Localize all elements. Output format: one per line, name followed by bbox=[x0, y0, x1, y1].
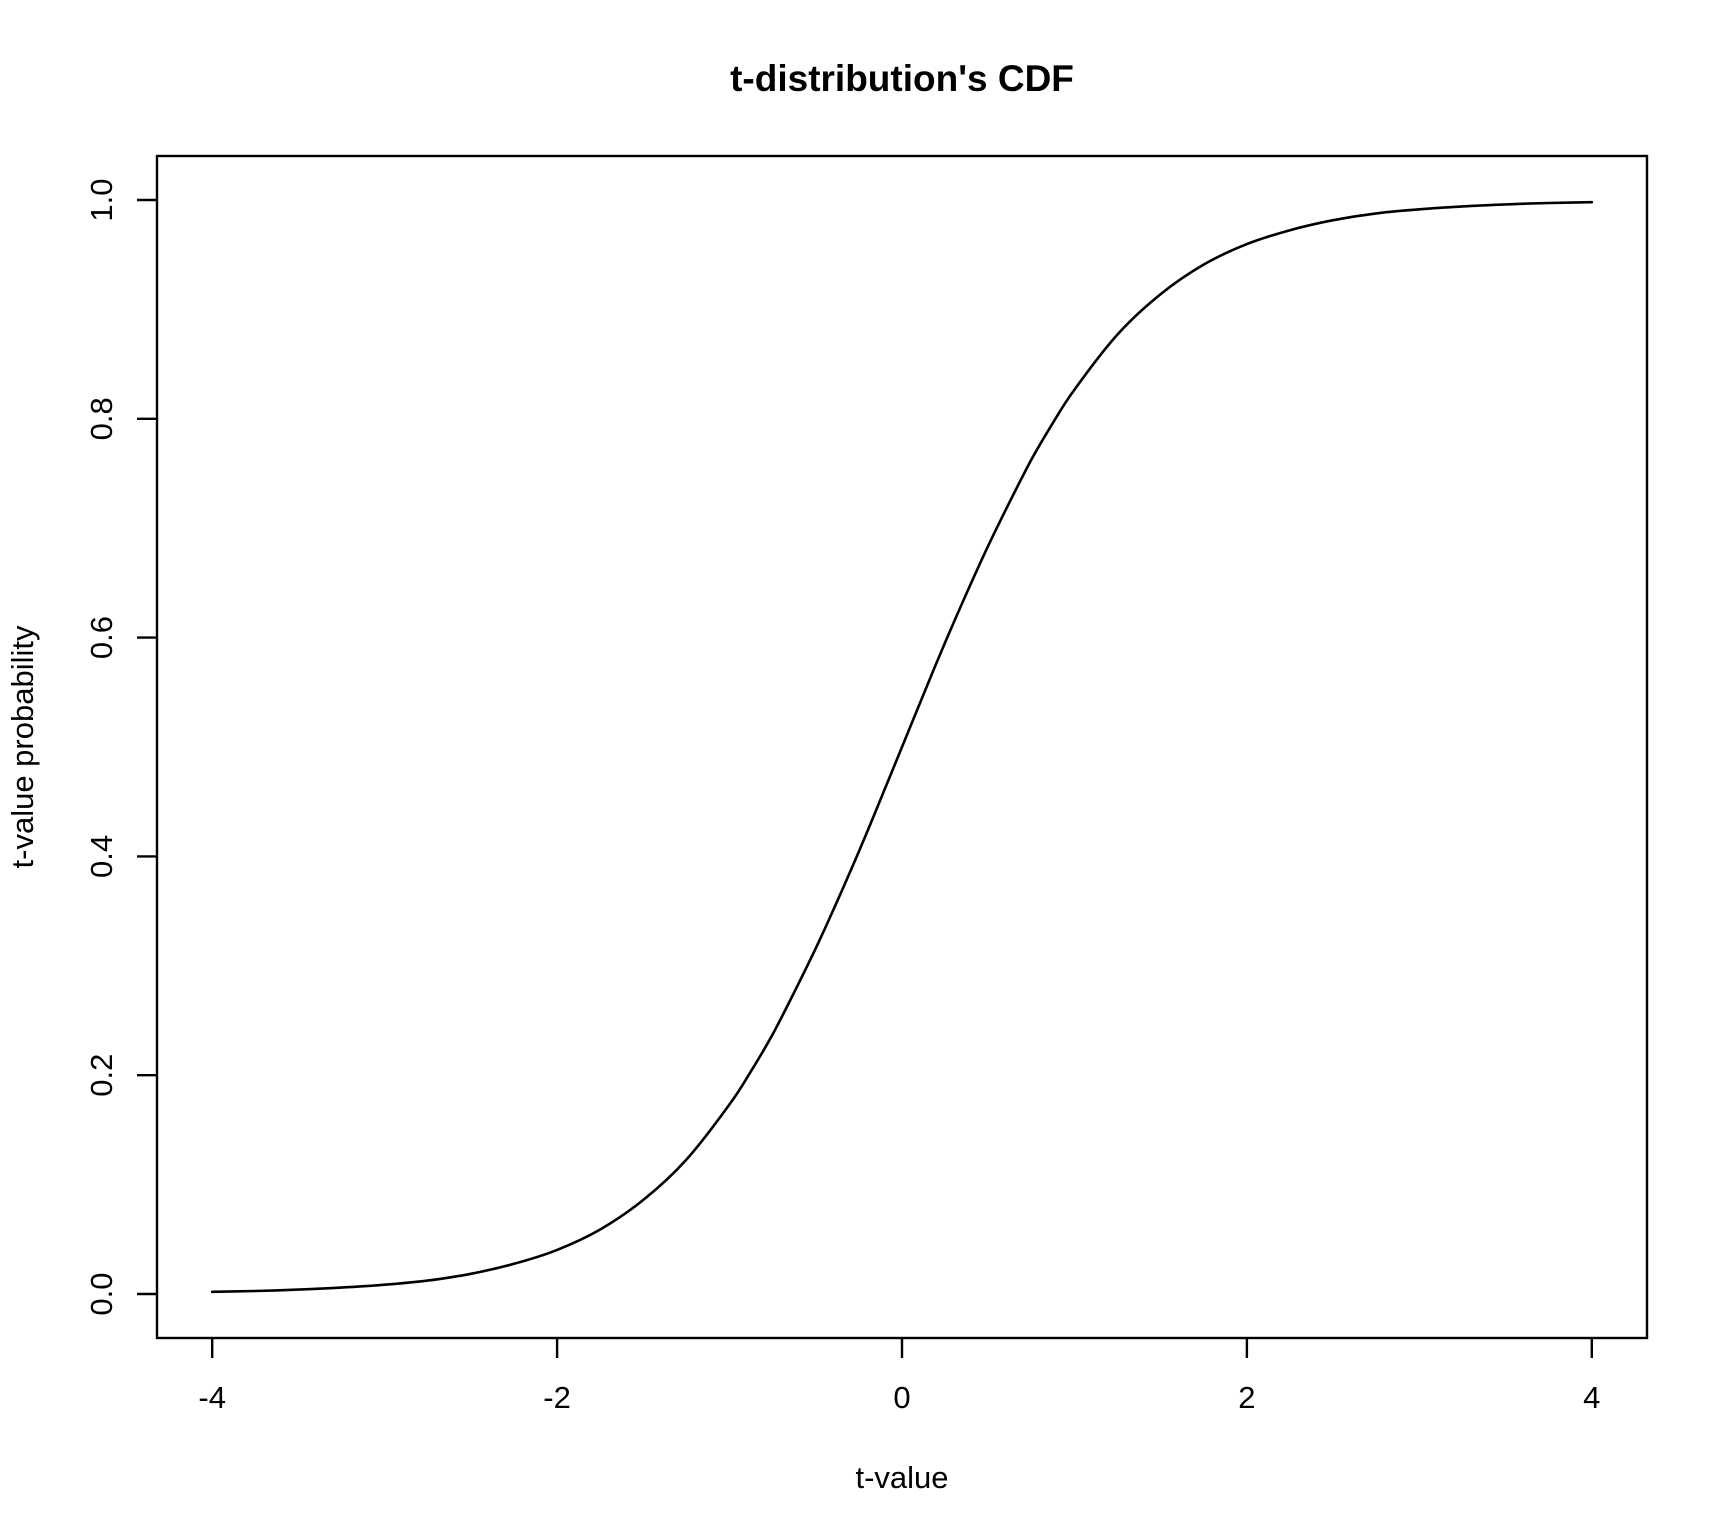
x-axis-label: t-value bbox=[855, 1460, 948, 1495]
y-tick-label: 0.6 bbox=[84, 616, 119, 659]
x-tick-label: -4 bbox=[198, 1380, 226, 1415]
x-tick-label: 0 bbox=[893, 1380, 910, 1415]
y-axis-label: t-value probability bbox=[5, 625, 40, 868]
y-tick-label: 1.0 bbox=[84, 178, 119, 221]
cdf-curve bbox=[210, 200, 1594, 1294]
y-axis: 0.0 0.2 0.4 0.6 0.8 1.0 bbox=[84, 178, 157, 1316]
y-tick-label: 0.0 bbox=[84, 1272, 119, 1315]
x-tick-label: 2 bbox=[1238, 1380, 1255, 1415]
y-tick-label: 0.4 bbox=[84, 835, 119, 878]
y-tick-label: 0.8 bbox=[84, 397, 119, 440]
chart-title: t-distribution's CDF bbox=[730, 58, 1074, 99]
x-tick-label: -2 bbox=[543, 1380, 571, 1415]
y-tick-label: 0.2 bbox=[84, 1054, 119, 1097]
x-tick-label: 4 bbox=[1583, 1380, 1600, 1415]
x-axis: -4 -2 0 2 4 bbox=[198, 1338, 1600, 1415]
